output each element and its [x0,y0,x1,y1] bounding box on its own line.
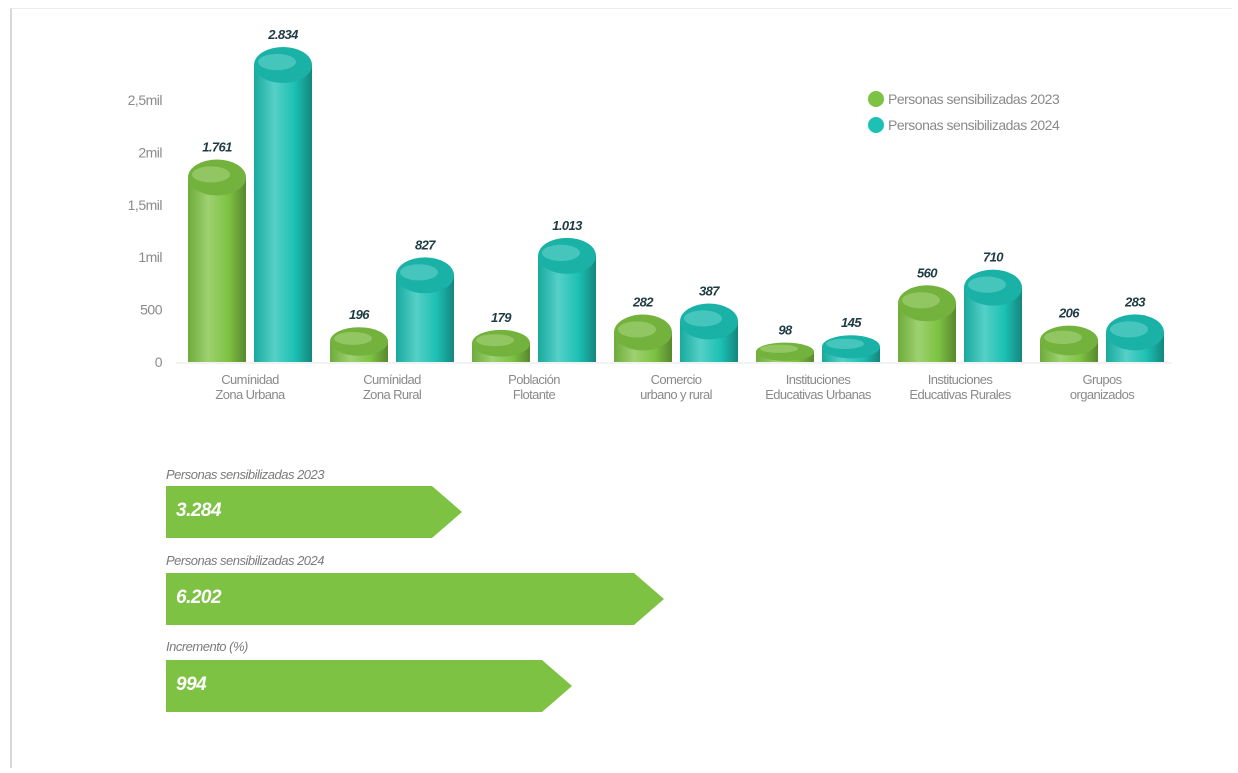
data-label: 2.834 [267,27,299,42]
category-label: Instituciones [928,372,994,387]
data-label: 283 [1124,294,1146,309]
bar-2024-cap-highlight [684,310,722,327]
summary-value-2023: 3.284 [176,500,222,521]
data-label: 145 [841,315,862,330]
category-label: Zona Urbana [215,387,286,402]
category-label: Zona Rural [363,387,422,402]
bar-2024 [964,269,1022,362]
data-label: 206 [1058,306,1080,321]
bar-2024-body [538,255,596,362]
bar-2024-cap-highlight [400,264,438,281]
category-label: Educativas Urbanas [765,387,872,402]
summary-bar-2024: 6.202 [166,573,666,625]
summary-label-2024: Personas sensibilizadas 2024 [166,553,325,568]
bar-2023-cap-highlight [476,334,514,347]
y-tick-label: 2mil [138,144,162,160]
bar-2024-body [964,287,1022,362]
category-label: Instituciones [786,372,852,387]
bar-2024 [680,303,738,362]
y-tick-label: 500 [140,302,163,318]
bar-2024 [254,46,312,363]
bar-2024 [538,237,596,362]
legend-label-2023: Personas sensibilizadas 2023 [888,91,1060,107]
y-tick-label: 1mil [138,249,162,265]
bar-2023 [188,159,246,362]
legend-marker-2023 [868,91,884,107]
bar-2023-body [188,177,246,362]
category-label: Cumínidad [221,372,279,387]
bar-2024-cap-highlight [258,53,296,71]
y-tick-label: 2,5mil [128,92,163,108]
summary-value-increment: 994 [176,674,207,695]
bar-2023 [330,327,388,362]
bar-2023 [614,314,672,362]
category-label: Grupos [1082,372,1122,387]
data-label: 387 [699,283,720,298]
bar-2023-cap-highlight [334,332,372,345]
bar-2024-body [396,275,454,362]
bar-2023 [1040,325,1098,362]
category-label: Comercio [651,372,702,387]
category-label: Flotante [513,387,556,402]
category-label: organizados [1070,387,1135,402]
y-tick-label: 0 [155,354,163,370]
bar-2023-cap-highlight [760,344,798,353]
bar-2024-body [254,64,312,363]
summary-bar-2023: 3.284 [166,486,466,538]
summary-label-increment: Incremento (%) [166,639,248,654]
bar-2023-cap-highlight [1044,330,1082,345]
summary-arrow-increment [166,660,572,712]
data-label: 1.761 [202,139,232,154]
bar-2023-cap-highlight [902,292,940,309]
data-label: 282 [632,294,654,309]
data-label: 1.013 [552,218,583,233]
data-label: 560 [917,265,938,280]
data-label: 179 [491,310,512,325]
category-label: Educativas Rurales [909,387,1011,402]
bar-2023 [756,342,814,362]
summary-label-2023: Personas sensibilizadas 2023 [166,467,325,482]
bar-2024-cap-highlight [968,276,1006,293]
bar-2024-cap-highlight [1110,321,1148,338]
summary-value-2024: 6.202 [176,587,222,608]
summary-arrow-2023 [166,486,462,538]
category-label: Cumínidad [363,372,421,387]
legend-marker-2024 [868,117,884,133]
bar-chart: 0 500 1mil 1,5mil 2mil 2,5mil 1.761 2.834 Cumíni… [128,27,1172,402]
figure-frame [10,8,1232,768]
category-label: urbano y rural [640,387,713,402]
bar-2024 [396,257,454,362]
legend-label-2024: Personas sensibilizadas 2024 [888,117,1060,133]
bar-2023 [472,329,530,362]
data-label: 710 [983,250,1004,265]
bar-2024-cap-highlight [542,244,580,261]
bar-2024 [822,335,880,362]
y-tick-label: 1,5mil [128,197,163,213]
bar-2023-cap-highlight [192,166,230,183]
category-label: Población [508,372,560,387]
bar-2023-cap-highlight [618,321,656,338]
summary-bar-increment: 994 [166,660,576,712]
bar-2024 [1106,314,1164,362]
bar-2024-cap-highlight [826,338,864,350]
data-label: 196 [349,307,370,322]
data-label: 98 [778,323,793,338]
summary-arrow-2024 [166,573,664,625]
bar-2023 [898,285,956,362]
data-label: 827 [415,237,436,252]
